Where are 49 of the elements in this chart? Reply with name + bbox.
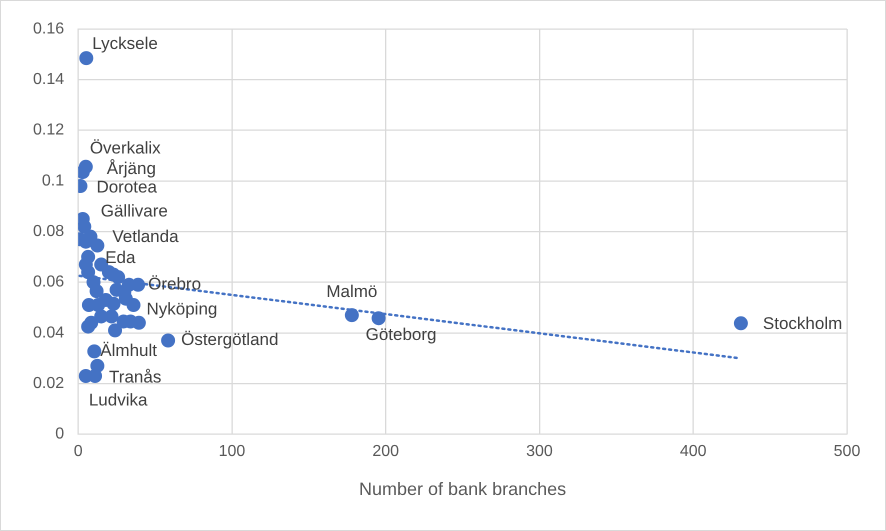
annotation: Överkalix [90,138,162,158]
annotation: Göteborg [366,324,436,344]
point [372,311,386,326]
y-tick-label: 0.12 [33,122,64,139]
point [81,265,96,280]
x-tick-label: 300 [526,443,553,460]
annotation: Eda [105,248,136,268]
point [90,284,104,298]
point [734,316,748,330]
annotation: Vetlanda [112,227,180,246]
x-tick-label: 500 [834,443,860,460]
point [78,220,92,234]
annotation: Älmhult [100,341,158,360]
annotation: Nyköping [146,300,218,319]
point [111,270,126,284]
y-tick-label: 0.06 [33,274,64,291]
point [90,238,104,253]
x-tick-label: 200 [372,443,400,460]
x-axis-title: Number of bank branches [359,479,566,500]
y-tick-label: 0.04 [33,324,64,342]
point [106,296,121,311]
point [126,298,140,312]
annotation: Malmö [326,282,378,301]
point [344,308,359,322]
point [104,309,119,324]
y-tick-label: 0.16 [33,20,64,38]
point [132,316,146,330]
y-tick-label: 0.02 [33,374,64,392]
point [108,323,122,338]
annotation: Dorotea [96,178,158,197]
y-tick-label: 0.08 [33,223,64,240]
annotation: Tranås [109,368,162,387]
annotation: Årjäng [106,158,156,178]
point [79,51,94,66]
y-tick-label: 0.1 [42,172,64,190]
annotation: Örebro [148,274,202,294]
point [87,344,102,358]
annotation: Ludvika [88,390,148,410]
annotation: Östergötland [181,330,278,350]
x-tick-label: 100 [218,443,246,460]
point [84,316,98,330]
y-tick-label: 0.14 [33,71,64,88]
point [161,334,176,348]
x-tick-label: 0 [74,443,83,460]
annotation: Stockholm [762,314,842,333]
annotation: Lycksele [92,34,158,53]
x-tick-label: 400 [680,443,707,460]
y-tick-label: 0 [55,426,64,443]
annotation: Gällivare [100,202,168,221]
